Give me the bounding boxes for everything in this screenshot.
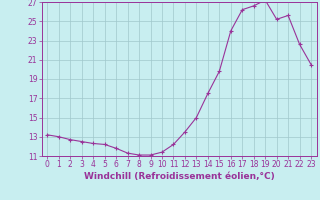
X-axis label: Windchill (Refroidissement éolien,°C): Windchill (Refroidissement éolien,°C): [84, 172, 275, 181]
